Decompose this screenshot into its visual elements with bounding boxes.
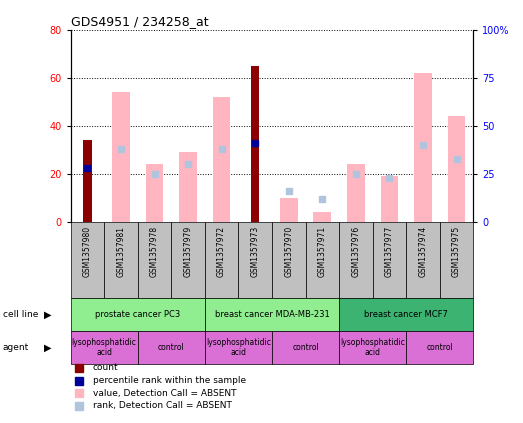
Bar (406, 222, 440, 298)
Bar (414, 73, 432, 222)
Bar (448, 116, 465, 222)
Text: lysophosphatidic
acid: lysophosphatidic acid (206, 338, 271, 357)
Text: ▶: ▶ (44, 343, 52, 352)
Text: percentile rank within the sample: percentile rank within the sample (93, 376, 246, 385)
Text: lysophosphatidic
acid: lysophosphatidic acid (72, 338, 137, 357)
Text: breast cancer MDA-MB-231: breast cancer MDA-MB-231 (214, 310, 329, 319)
Text: agent: agent (3, 343, 29, 352)
Text: control: control (158, 343, 185, 352)
Bar (339, 331, 406, 364)
Text: value, Detection Call = ABSENT: value, Detection Call = ABSENT (93, 389, 236, 398)
Bar (112, 92, 130, 222)
Bar (347, 164, 365, 222)
Bar (372, 222, 406, 298)
Text: breast cancer MCF7: breast cancer MCF7 (364, 310, 448, 319)
Bar (83, 140, 92, 222)
Text: count: count (93, 363, 118, 372)
Text: control: control (426, 343, 453, 352)
Text: ▶: ▶ (44, 310, 52, 319)
Bar (313, 212, 331, 222)
Text: GSM1357970: GSM1357970 (284, 226, 293, 277)
Text: GSM1357971: GSM1357971 (318, 226, 327, 277)
Bar (146, 164, 163, 222)
Bar (71, 222, 104, 298)
Bar (213, 97, 231, 222)
Text: GSM1357975: GSM1357975 (452, 226, 461, 277)
Bar (179, 152, 197, 222)
Text: GSM1357978: GSM1357978 (150, 226, 159, 277)
Bar (172, 222, 205, 298)
Bar (71, 331, 138, 364)
Text: GDS4951 / 234258_at: GDS4951 / 234258_at (71, 16, 208, 28)
Bar (339, 222, 372, 298)
Text: GSM1357972: GSM1357972 (217, 226, 226, 277)
Bar (205, 222, 238, 298)
Text: GSM1357979: GSM1357979 (184, 226, 192, 277)
Text: control: control (292, 343, 319, 352)
Bar (272, 331, 339, 364)
Bar (339, 298, 473, 331)
Bar (71, 298, 205, 331)
Bar (280, 198, 298, 222)
Bar (104, 222, 138, 298)
Bar (406, 331, 473, 364)
Bar (381, 176, 398, 222)
Text: GSM1357980: GSM1357980 (83, 226, 92, 277)
Bar (205, 298, 339, 331)
Bar (138, 331, 205, 364)
Bar (251, 66, 259, 222)
Bar (272, 222, 305, 298)
Text: prostate cancer PC3: prostate cancer PC3 (95, 310, 180, 319)
Text: rank, Detection Call = ABSENT: rank, Detection Call = ABSENT (93, 401, 232, 410)
Text: GSM1357974: GSM1357974 (418, 226, 427, 277)
Text: GSM1357973: GSM1357973 (251, 226, 260, 277)
Text: GSM1357976: GSM1357976 (351, 226, 360, 277)
Bar (305, 222, 339, 298)
Text: GSM1357981: GSM1357981 (117, 226, 126, 277)
Text: GSM1357977: GSM1357977 (385, 226, 394, 277)
Text: lysophosphatidic
acid: lysophosphatidic acid (340, 338, 405, 357)
Text: cell line: cell line (3, 310, 38, 319)
Bar (440, 222, 473, 298)
Bar (138, 222, 172, 298)
Bar (205, 331, 272, 364)
Bar (238, 222, 272, 298)
